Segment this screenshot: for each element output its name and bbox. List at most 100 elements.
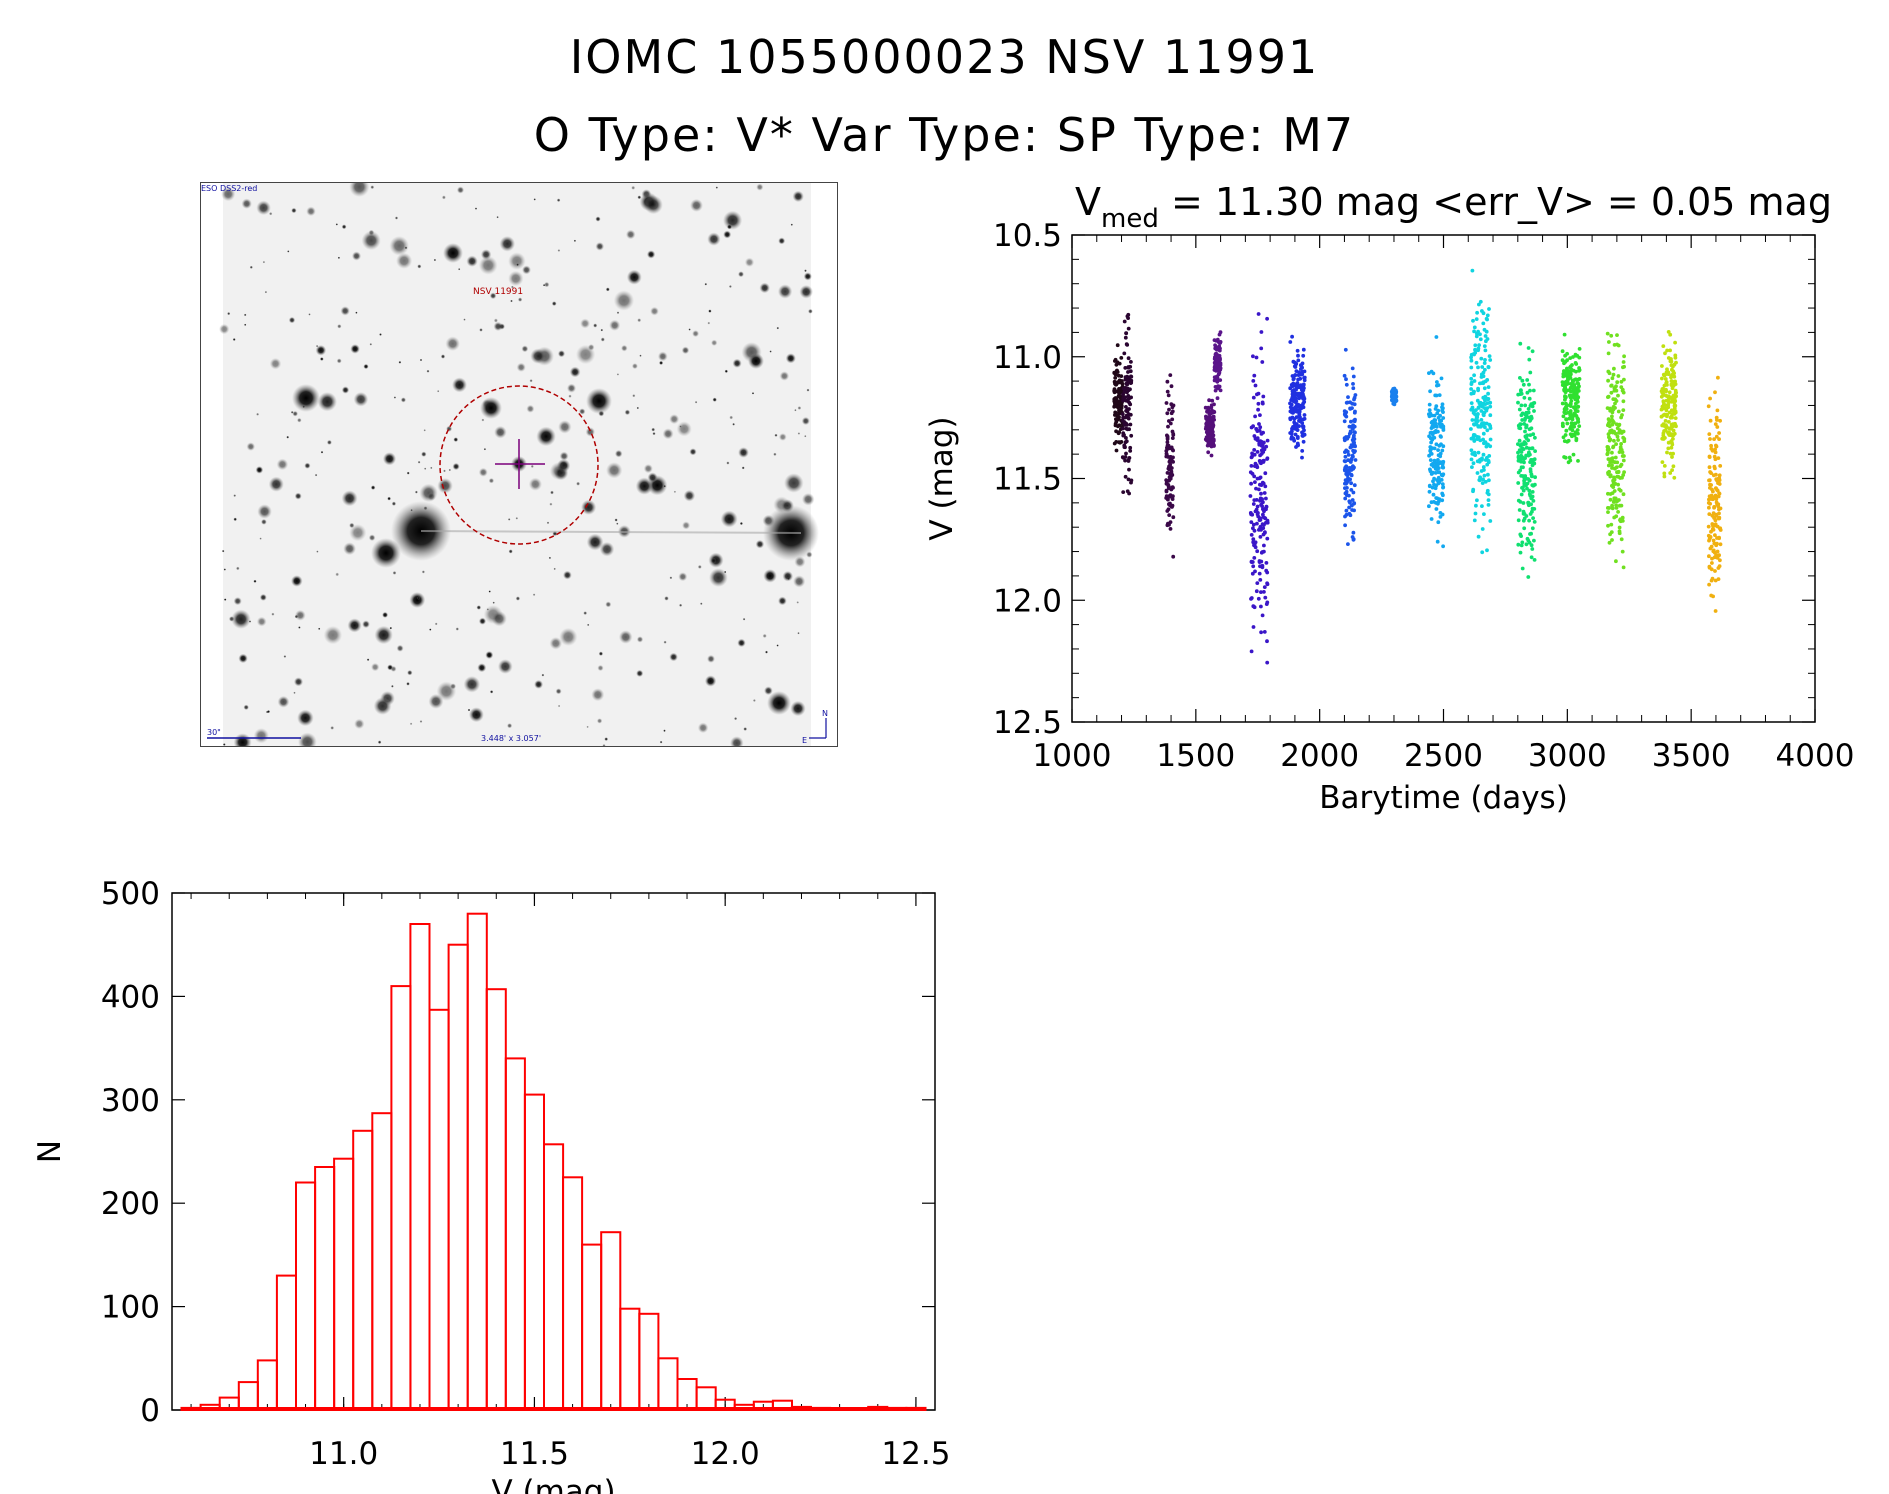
data-point <box>1716 494 1721 499</box>
data-point <box>1673 409 1678 413</box>
data-point <box>1349 458 1354 462</box>
data-point <box>1517 438 1522 443</box>
data-point <box>1128 445 1133 450</box>
data-point <box>1607 540 1612 545</box>
data-point <box>1170 459 1175 464</box>
data-point <box>1129 378 1134 383</box>
data-point <box>1671 400 1676 404</box>
field-star <box>448 468 451 472</box>
data-point <box>1672 431 1677 436</box>
field-star <box>621 344 628 352</box>
data-point <box>1570 428 1575 433</box>
data-point <box>1352 437 1356 442</box>
data-point <box>1563 381 1568 386</box>
data-point <box>1343 491 1348 496</box>
data-point <box>1346 542 1350 546</box>
data-point <box>1526 500 1530 505</box>
field-star <box>659 740 663 744</box>
field-star <box>576 481 581 486</box>
data-point <box>1203 405 1208 410</box>
data-point <box>1171 494 1175 499</box>
data-point <box>1524 453 1528 458</box>
data-point <box>1115 370 1120 374</box>
data-point <box>1612 386 1617 390</box>
data-point <box>1573 397 1578 402</box>
data-point <box>1300 455 1304 460</box>
data-point <box>1261 450 1266 454</box>
field-star <box>697 722 709 734</box>
data-point <box>1706 404 1711 409</box>
field-star <box>492 601 495 604</box>
field-star <box>421 570 425 574</box>
data-point <box>1474 408 1478 412</box>
data-point <box>1483 402 1488 406</box>
data-point <box>1392 400 1396 404</box>
data-point <box>1255 581 1260 585</box>
data-point <box>1212 443 1216 447</box>
data-point <box>1217 358 1221 362</box>
data-point <box>1253 480 1257 484</box>
data-point <box>1166 455 1171 459</box>
data-point <box>1427 408 1432 413</box>
histogram-bar <box>314 1166 336 1411</box>
data-point <box>1563 385 1567 390</box>
data-point <box>1621 435 1626 440</box>
data-point <box>1436 383 1441 387</box>
data-point <box>1436 481 1441 486</box>
data-point <box>1661 406 1665 410</box>
data-point <box>1301 382 1306 387</box>
data-point <box>1427 434 1431 439</box>
data-point <box>1121 398 1125 403</box>
data-point <box>1165 509 1170 513</box>
data-point <box>1661 413 1666 418</box>
data-point <box>1478 475 1482 480</box>
data-point <box>1216 384 1220 388</box>
data-point <box>1664 393 1668 398</box>
field-star <box>669 576 673 580</box>
data-point <box>1532 461 1536 465</box>
data-point <box>1251 625 1256 629</box>
data-point <box>1119 389 1124 394</box>
data-point <box>1215 377 1220 382</box>
data-point <box>1713 390 1717 395</box>
data-point <box>1563 407 1568 412</box>
data-point <box>1441 465 1446 470</box>
data-point <box>1666 371 1671 375</box>
data-point <box>1125 415 1130 419</box>
data-point <box>1215 375 1220 380</box>
data-point <box>1122 390 1127 394</box>
data-point <box>1478 457 1483 462</box>
data-point <box>1205 435 1210 440</box>
data-point <box>1716 476 1721 481</box>
data-point <box>1435 465 1440 469</box>
field-star <box>724 369 728 373</box>
data-point <box>1661 387 1666 391</box>
data-point <box>1667 390 1672 395</box>
data-point <box>1713 466 1717 471</box>
field-star <box>618 630 633 644</box>
data-point <box>1661 344 1666 348</box>
field-star <box>755 539 765 549</box>
field-star <box>283 655 287 658</box>
data-point <box>1265 316 1269 321</box>
data-point <box>1211 433 1216 438</box>
data-point <box>1432 500 1436 504</box>
data-point <box>1481 374 1486 379</box>
field-star <box>804 269 807 273</box>
data-point <box>1672 362 1677 367</box>
field-star <box>737 638 746 648</box>
data-point <box>1614 506 1619 510</box>
field-star <box>292 410 298 417</box>
data-point <box>1666 356 1671 360</box>
data-point <box>1391 400 1396 404</box>
data-point <box>1714 512 1718 517</box>
data-point <box>1249 560 1254 564</box>
data-point <box>1299 406 1304 411</box>
data-point <box>1606 523 1610 528</box>
data-point <box>1390 396 1395 400</box>
data-point <box>1427 484 1432 489</box>
data-point <box>1576 431 1580 436</box>
data-point <box>1528 419 1532 423</box>
data-point <box>1206 417 1210 421</box>
data-point <box>1565 388 1569 393</box>
